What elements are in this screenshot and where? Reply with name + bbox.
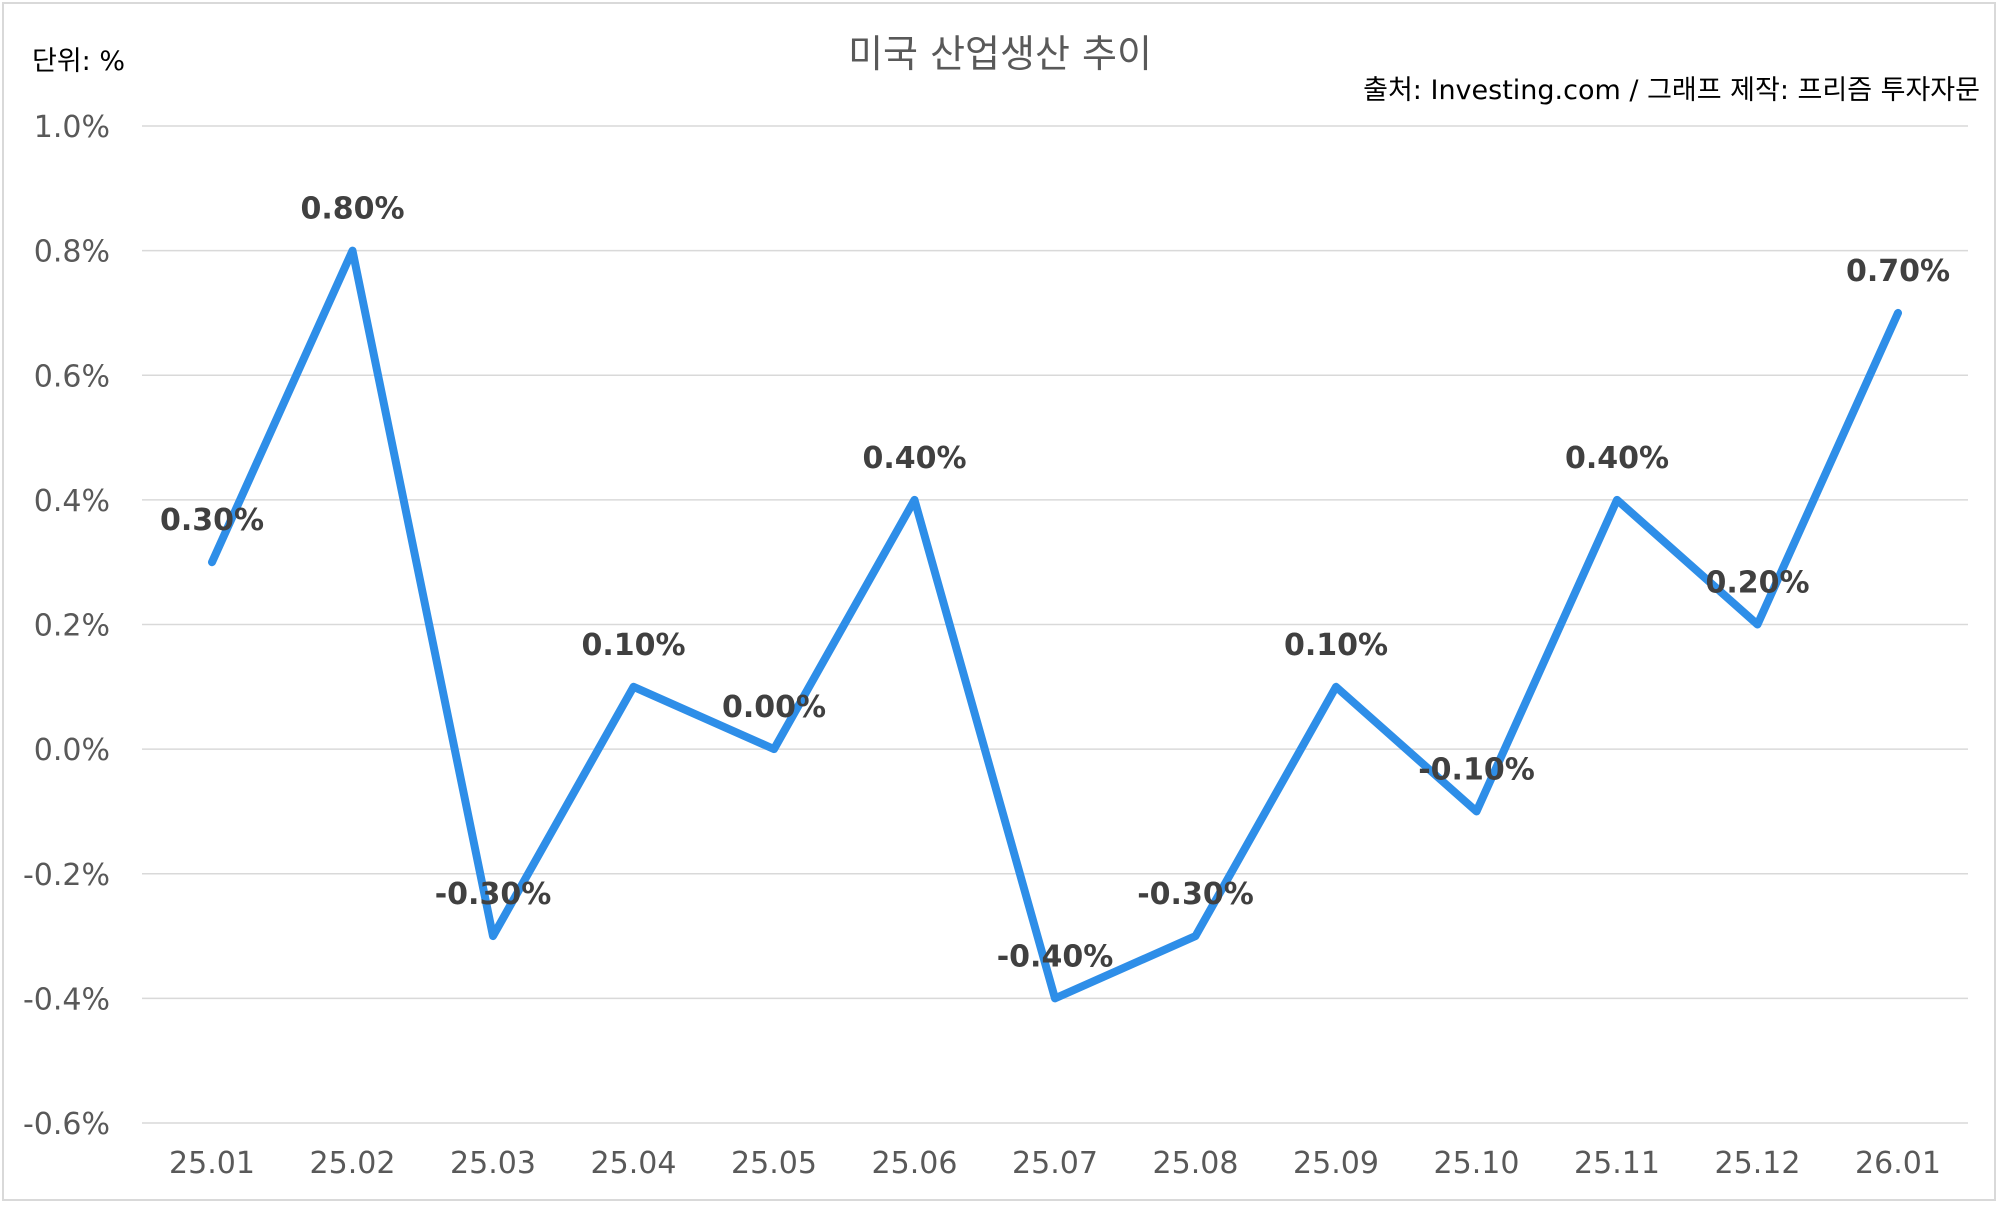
y-tick-label: -0.4%: [23, 982, 110, 1017]
y-tick-label: -0.6%: [23, 1107, 110, 1142]
unit-label: 단위: %: [32, 46, 125, 77]
data-label: 0.30%: [160, 503, 264, 538]
y-tick-label: 0.2%: [34, 609, 110, 644]
source-label: 출처: Investing.com / 그래프 제작: 프리즘 투자자문: [1363, 75, 1980, 106]
x-tick-label: 25.11: [1574, 1146, 1660, 1181]
y-tick-label: 0.4%: [34, 484, 110, 519]
data-label: -0.30%: [1137, 877, 1254, 912]
data-label: 0.10%: [581, 628, 685, 663]
x-tick-label: 25.01: [169, 1146, 255, 1181]
x-tick-label: 25.03: [450, 1146, 536, 1181]
x-tick-label: 25.02: [310, 1146, 396, 1181]
x-tick-label: 25.06: [872, 1146, 958, 1181]
y-tick-label: -0.2%: [23, 858, 110, 893]
x-tick-label: 25.08: [1153, 1146, 1239, 1181]
data-label: -0.40%: [997, 939, 1114, 974]
gridlines: [142, 125, 1968, 1124]
x-tick-label: 26.01: [1855, 1146, 1941, 1181]
x-axis-ticks: 25.01 25.02 25.03 25.04 25.05 25.06 25.07 25.08…: [169, 1146, 1941, 1181]
x-tick-label: 25.09: [1293, 1146, 1379, 1181]
x-tick-label: 25.10: [1434, 1146, 1520, 1181]
data-label: 0.20%: [1705, 566, 1809, 601]
y-axis-ticks: 1.0% 0.8% 0.6% 0.4% 0.2% 0.0% -0.2% -0.4% -0.6%: [23, 110, 110, 1142]
data-label: -0.30%: [435, 877, 552, 912]
y-tick-label: 0.6%: [34, 359, 110, 394]
data-label: 0.70%: [1846, 254, 1950, 289]
y-tick-label: 0.8%: [34, 235, 110, 270]
series-line: [208, 246, 1902, 1003]
chart-title: 미국 산업생산 추이: [848, 32, 1152, 76]
data-label: 0.80%: [300, 192, 404, 227]
data-label: 0.00%: [722, 690, 826, 725]
data-label: 0.40%: [1565, 441, 1669, 476]
data-label: 0.40%: [862, 441, 966, 476]
data-labels: 0.30% 0.80% -0.30% 0.10% 0.00% 0.40% -0.40% -0.…: [160, 192, 1950, 975]
x-tick-label: 25.05: [731, 1146, 817, 1181]
data-label: -0.10%: [1418, 752, 1535, 787]
y-tick-label: 0.0%: [34, 733, 110, 768]
x-tick-label: 25.07: [1012, 1146, 1098, 1181]
data-label: 0.10%: [1284, 628, 1388, 663]
x-tick-label: 25.12: [1715, 1146, 1801, 1181]
x-tick-label: 25.04: [591, 1146, 677, 1181]
y-tick-label: 1.0%: [34, 110, 110, 145]
